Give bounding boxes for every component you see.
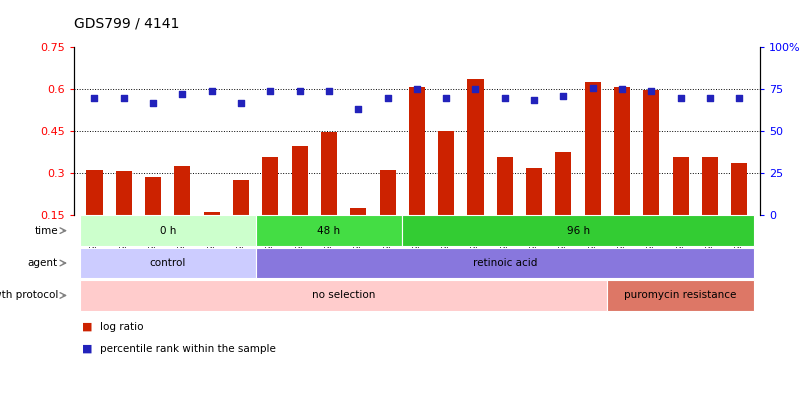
Point xyxy=(146,100,159,106)
Point xyxy=(352,106,365,112)
Point xyxy=(88,95,101,101)
Bar xyxy=(116,171,132,215)
Text: 96 h: 96 h xyxy=(566,226,589,236)
Text: 48 h: 48 h xyxy=(317,226,340,236)
Point xyxy=(117,95,130,101)
Point xyxy=(263,88,276,94)
Bar xyxy=(174,166,190,215)
Bar xyxy=(525,168,541,215)
Text: ■: ■ xyxy=(82,322,92,332)
Bar xyxy=(203,212,219,215)
Bar xyxy=(730,163,747,215)
Text: no selection: no selection xyxy=(312,290,375,301)
Bar xyxy=(613,87,630,215)
Bar xyxy=(350,208,366,215)
Bar xyxy=(86,170,103,215)
Point xyxy=(410,85,422,92)
Point xyxy=(293,88,306,94)
Bar xyxy=(672,157,688,215)
Point xyxy=(205,88,218,94)
Text: percentile rank within the sample: percentile rank within the sample xyxy=(100,344,275,354)
Point xyxy=(176,91,189,98)
Bar xyxy=(467,79,483,215)
Point xyxy=(644,88,657,94)
Bar xyxy=(438,130,454,215)
Point xyxy=(674,95,687,101)
Text: retinoic acid: retinoic acid xyxy=(472,258,536,268)
Point xyxy=(498,95,511,101)
Text: log ratio: log ratio xyxy=(100,322,143,332)
Text: time: time xyxy=(35,226,58,236)
Bar xyxy=(233,180,249,215)
Text: ■: ■ xyxy=(82,344,92,354)
Text: 0 h: 0 h xyxy=(159,226,176,236)
Bar xyxy=(555,151,571,215)
Text: agent: agent xyxy=(28,258,58,268)
Text: control: control xyxy=(149,258,185,268)
Bar xyxy=(291,146,308,215)
Point xyxy=(615,86,628,93)
Bar xyxy=(262,157,278,215)
Bar xyxy=(145,177,161,215)
Text: GDS799 / 4141: GDS799 / 4141 xyxy=(74,16,179,30)
Point xyxy=(732,95,744,101)
Text: growth protocol: growth protocol xyxy=(0,290,58,301)
Bar xyxy=(379,170,395,215)
Point xyxy=(439,95,452,101)
Point xyxy=(527,96,540,103)
Bar xyxy=(496,157,512,215)
Bar xyxy=(584,81,600,215)
Bar xyxy=(320,132,336,215)
Bar xyxy=(701,157,717,215)
Point xyxy=(468,86,481,93)
Point xyxy=(585,85,598,91)
Point xyxy=(381,95,393,101)
Bar xyxy=(408,87,425,215)
Text: puromycin resistance: puromycin resistance xyxy=(624,290,736,301)
Point xyxy=(703,95,715,101)
Bar xyxy=(642,90,658,215)
Point xyxy=(556,93,569,99)
Point xyxy=(234,100,247,106)
Point xyxy=(322,88,335,94)
